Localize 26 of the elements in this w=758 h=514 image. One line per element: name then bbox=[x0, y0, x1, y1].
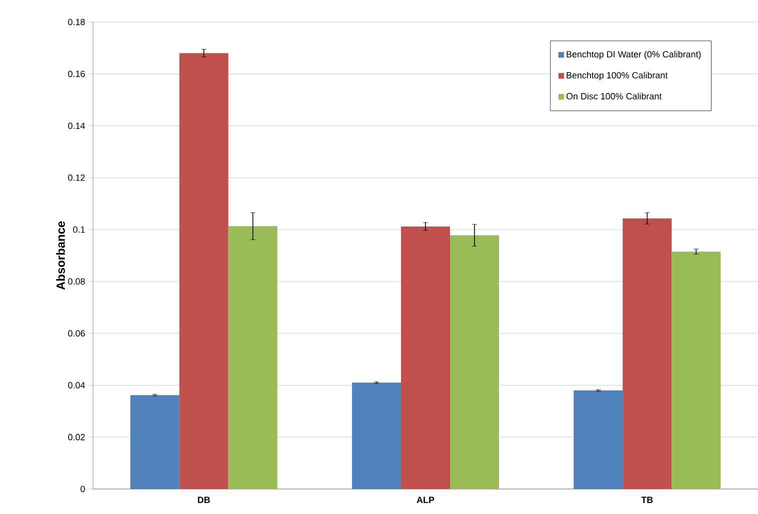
y-tick-label: 0.12 bbox=[68, 174, 85, 181]
y-tick-label: 0.04 bbox=[68, 382, 85, 388]
bar bbox=[622, 218, 672, 489]
legend-label: Benchtop DI Water (0% Calibrant) bbox=[566, 50, 701, 60]
y-tick-label: 0 bbox=[80, 486, 85, 492]
y-tick-label: 0.18 bbox=[68, 18, 85, 26]
y-tick-label: 0.02 bbox=[68, 434, 85, 440]
legend-label: On Disc 100% Calibrant bbox=[566, 92, 662, 100]
bar bbox=[179, 53, 228, 489]
y-tick-label: 0.06 bbox=[68, 330, 85, 337]
bar bbox=[450, 235, 500, 489]
bar bbox=[352, 382, 402, 489]
legend-label: Benchtop 100% Calibrant bbox=[566, 72, 668, 80]
bar bbox=[130, 395, 180, 489]
y-axis-title: Absorbance bbox=[56, 221, 65, 290]
x-tick-label: ALP bbox=[416, 496, 434, 503]
y-tick-label: 0.14 bbox=[68, 122, 85, 129]
bar bbox=[672, 252, 721, 489]
bar bbox=[228, 226, 278, 489]
bar bbox=[574, 390, 623, 489]
y-tick-label: 0.08 bbox=[68, 278, 85, 285]
bar bbox=[401, 226, 450, 489]
x-tick-label: DB bbox=[198, 496, 210, 503]
y-tick-label: 0.16 bbox=[68, 70, 85, 78]
y-tick-label: 0.1 bbox=[73, 226, 85, 233]
x-tick-label: TB bbox=[641, 496, 653, 503]
